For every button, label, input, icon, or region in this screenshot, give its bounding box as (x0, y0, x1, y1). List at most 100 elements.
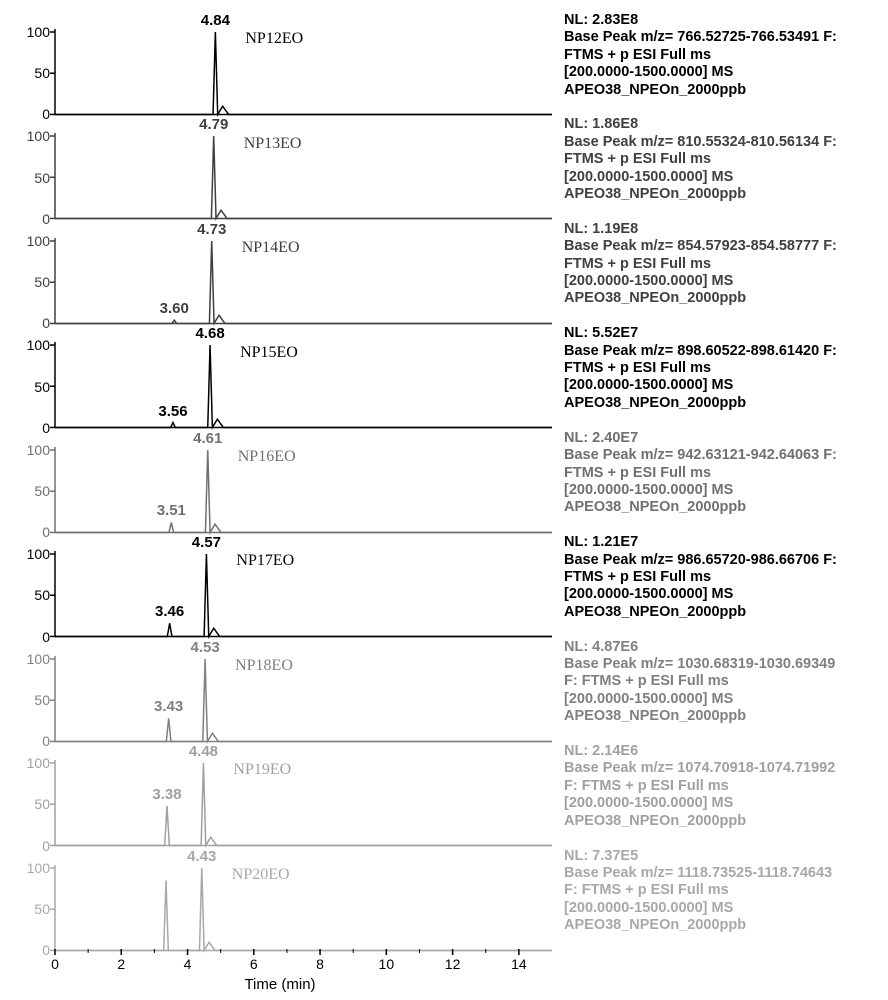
x-tick-label: 14 (511, 956, 527, 972)
y-tick-label: 50 (10, 692, 50, 708)
x-tick-label: 6 (250, 956, 258, 972)
peak-rt-label: 4.53 (190, 639, 219, 656)
ms-info-block: NL: 4.87E6Base Peak m/z= 1030.68319-1030… (564, 637, 888, 741)
x-tick-label: 8 (316, 956, 324, 972)
chromatogram-svg (55, 219, 552, 323)
y-tick-label: 50 (10, 901, 50, 917)
chromatogram-panel: 0501004.573.46NP17EO (0, 532, 560, 636)
chromatogram-svg (55, 10, 552, 114)
info-line: [200.0000-1500.0000] MS (564, 273, 888, 290)
compound-label: NP13EO (244, 135, 302, 153)
chromatogram-panel: 0501004.483.38NP19EO (0, 741, 560, 845)
secondary-peak-label: 3.46 (155, 603, 184, 620)
x-tick-label: 4 (184, 956, 192, 972)
x-axis-title: Time (min) (244, 976, 315, 993)
info-line: [200.0000-1500.0000] MS (564, 795, 888, 812)
info-line: APEO38_NPEOn_2000ppb (564, 604, 888, 621)
info-line: NL: 2.40E7 (564, 430, 888, 447)
chromatogram-panel: 0501004.84NP12EO (0, 10, 560, 114)
x-tick-label: 2 (117, 956, 125, 972)
info-line: [200.0000-1500.0000] MS (564, 169, 888, 186)
chromatogram-svg (55, 532, 552, 636)
info-line: APEO38_NPEOn_2000ppb (564, 813, 888, 830)
chromatogram-svg (55, 114, 552, 218)
y-tick-label: 100 (10, 442, 50, 458)
y-tick-label: 100 (10, 128, 50, 144)
peak-rt-label: 4.68 (195, 325, 224, 342)
compound-label: NP17EO (236, 552, 294, 570)
info-line: F: FTMS + p ESI Full ms (564, 673, 888, 690)
y-tick-label: 50 (10, 274, 50, 290)
info-line: Base Peak m/z= 942.63121-942.64063 F: (564, 447, 888, 464)
ms-info-block: NL: 1.86E8Base Peak m/z= 810.55324-810.5… (564, 114, 888, 218)
peak-rt-label: 4.57 (192, 534, 221, 551)
info-line: APEO38_NPEOn_2000ppb (564, 290, 888, 307)
chromatogram-panel: 0501004.79NP13EO (0, 114, 560, 218)
charts-column: 0501004.84NP12EO 0501004.79NP13EO 050100… (0, 0, 560, 1000)
info-line: F: FTMS + p ESI Full ms (564, 778, 888, 795)
info-line: Base Peak m/z= 986.65720-986.66706 F: (564, 552, 888, 569)
info-line: Base Peak m/z= 1030.68319-1030.69349 (564, 656, 888, 673)
info-line: FTMS + p ESI Full ms (564, 569, 888, 586)
secondary-peak-label: 3.56 (158, 403, 187, 420)
compound-label: NP20EO (232, 866, 290, 884)
chromatogram-panel: 0501004.733.60NP14EO (0, 219, 560, 323)
info-line: FTMS + p ESI Full ms (564, 360, 888, 377)
chromatogram-svg (55, 846, 552, 950)
secondary-peak-label: 3.51 (157, 502, 186, 519)
ms-info-block: NL: 2.83E8Base Peak m/z= 766.52725-766.5… (564, 10, 888, 114)
secondary-peak-label: 3.60 (160, 300, 189, 317)
peak-rt-label: 4.79 (199, 116, 228, 133)
y-tick-label: 100 (10, 755, 50, 771)
info-line: NL: 7.37E5 (564, 848, 888, 865)
chromatogram-panel: 0501004.613.51NP16EO (0, 428, 560, 532)
chromatogram-panel: 0501004.43NP20EO (0, 846, 560, 950)
y-tick-label: 100 (10, 233, 50, 249)
info-line: Base Peak m/z= 766.52725-766.53491 F: (564, 29, 888, 46)
info-line: APEO38_NPEOn_2000ppb (564, 708, 888, 725)
y-tick-label: 100 (10, 546, 50, 562)
ms-info-block: NL: 1.21E7Base Peak m/z= 986.65720-986.6… (564, 532, 888, 636)
x-axis: 0 2 4 6 8 10 12 14 Time (min) (0, 950, 560, 1000)
peak-rt-label: 4.43 (187, 848, 216, 865)
info-line: Base Peak m/z= 898.60522-898.61420 F: (564, 343, 888, 360)
compound-label: NP15EO (240, 344, 298, 362)
compound-label: NP12EO (245, 30, 303, 48)
y-tick-label: 50 (10, 483, 50, 499)
compound-label: NP14EO (242, 239, 300, 257)
chromatogram-panel: 0501004.683.56NP15EO (0, 323, 560, 427)
peak-rt-label: 4.48 (189, 743, 218, 760)
info-line: F: FTMS + p ESI Full ms (564, 882, 888, 899)
ms-info-block: NL: 2.14E6Base Peak m/z= 1074.70918-1074… (564, 741, 888, 845)
info-line: NL: 2.14E6 (564, 743, 888, 760)
info-line: [200.0000-1500.0000] MS (564, 482, 888, 499)
x-tick-label: 0 (51, 956, 59, 972)
y-tick-label: 50 (10, 65, 50, 81)
info-line: FTMS + p ESI Full ms (564, 47, 888, 64)
peak-rt-label: 4.84 (201, 12, 230, 29)
x-tick-label: 12 (445, 956, 461, 972)
y-tick-label: 100 (10, 651, 50, 667)
info-line: NL: 1.86E8 (564, 116, 888, 133)
chromatogram-svg (55, 637, 552, 741)
info-line: NL: 5.52E7 (564, 325, 888, 342)
y-tick-label: 100 (10, 860, 50, 876)
info-line: APEO38_NPEOn_2000ppb (564, 499, 888, 516)
ms-info-block: NL: 7.37E5Base Peak m/z= 1118.73525-1118… (564, 846, 888, 950)
y-tick-label: 50 (10, 379, 50, 395)
info-line: Base Peak m/z= 854.57923-854.58777 F: (564, 238, 888, 255)
info-line: NL: 1.21E7 (564, 534, 888, 551)
info-line: APEO38_NPEOn_2000ppb (564, 395, 888, 412)
info-line: APEO38_NPEOn_2000ppb (564, 82, 888, 99)
info-line: FTMS + p ESI Full ms (564, 151, 888, 168)
peak-rt-label: 4.61 (193, 430, 222, 447)
ms-info-block: NL: 2.40E7Base Peak m/z= 942.63121-942.6… (564, 428, 888, 532)
info-line: Base Peak m/z= 1074.70918-1074.71992 (564, 760, 888, 777)
secondary-peak-label: 3.38 (152, 786, 181, 803)
chromatogram-svg (55, 741, 552, 845)
chromatogram-svg (55, 323, 552, 427)
x-tick-label: 10 (379, 956, 395, 972)
y-tick-label: 100 (10, 24, 50, 40)
info-line: APEO38_NPEOn_2000ppb (564, 917, 888, 934)
info-line: NL: 1.19E8 (564, 221, 888, 238)
